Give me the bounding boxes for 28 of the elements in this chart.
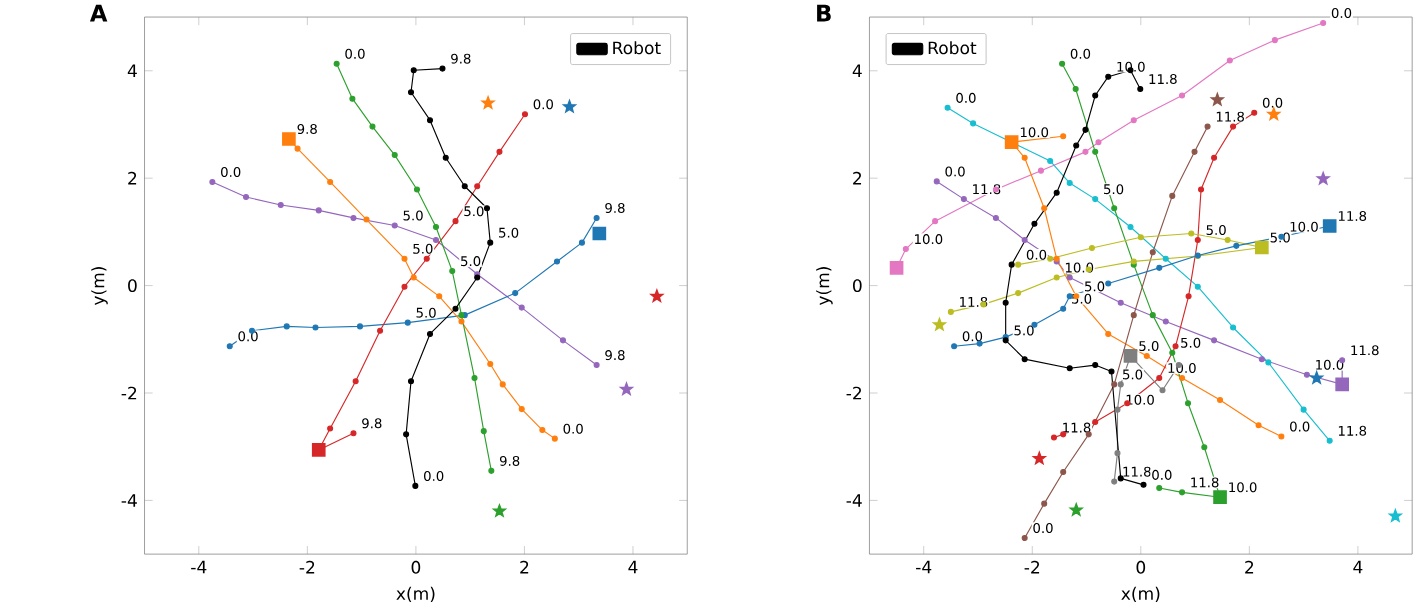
y-axis-title: y(m) — [816, 266, 833, 305]
y-tick-label: 0 — [853, 278, 862, 292]
x-tick-label: -4 — [191, 560, 207, 573]
y-tick-label: 2 — [128, 171, 137, 185]
y-tick-label: -4 — [846, 493, 862, 507]
x-axis-title: x(m) — [1121, 586, 1160, 602]
y-tick-label: -4 — [121, 493, 137, 507]
x-axis-title: x(m) — [396, 586, 435, 602]
x-tick-label: -4 — [916, 560, 932, 573]
y-tick-label: 4 — [852, 64, 862, 77]
x-tick-label: -2 — [299, 560, 315, 574]
y-tick-label: 0 — [128, 278, 137, 292]
x-tick-label: -2 — [1024, 560, 1040, 574]
x-tick-label: 2 — [520, 560, 529, 574]
y-tick-label: 4 — [127, 64, 137, 77]
y-axis-title: y(m) — [91, 266, 108, 305]
y-tick-label: -2 — [121, 386, 137, 399]
chart-title: B — [817, 4, 831, 21]
y-tick-label: 2 — [853, 171, 862, 185]
y-tick-label: -2 — [846, 386, 862, 399]
x-tick-label: 0 — [1136, 560, 1146, 574]
x-tick-label: 2 — [1245, 560, 1254, 574]
x-tick-label: 0 — [411, 560, 421, 574]
legend-label: Robot — [928, 40, 977, 54]
legend-label: Robot — [613, 40, 661, 54]
x-tick-label: 4 — [628, 560, 638, 573]
x-tick-label: 4 — [1353, 560, 1363, 573]
chart-title: A — [89, 4, 108, 21]
